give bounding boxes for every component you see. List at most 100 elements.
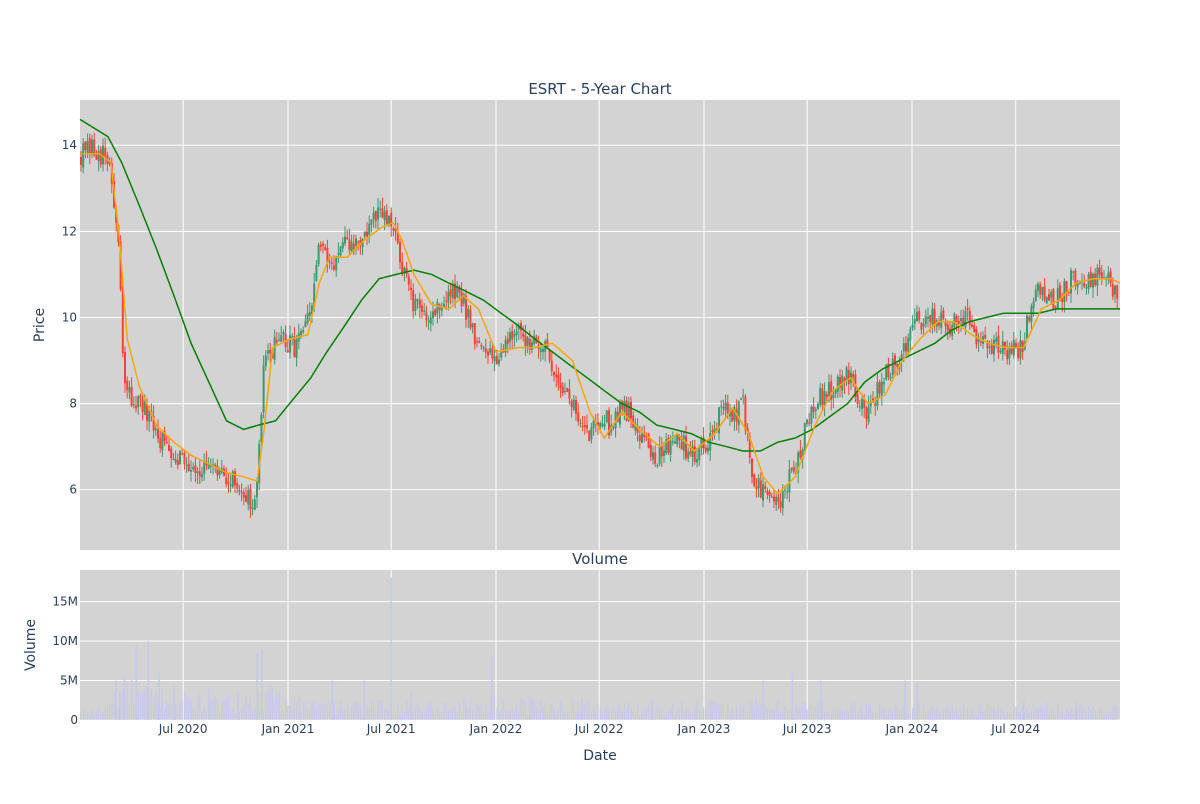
price-candle-body [328,261,331,263]
price-candle-body [700,439,703,448]
price-candle-body [440,306,443,311]
price-candle-body [344,236,346,244]
price-candle-body [522,333,525,337]
price-candle-body [187,463,190,471]
price-candle-body [154,428,157,431]
price-candle-body [775,496,778,505]
volume-bar [674,714,676,720]
x-tick-label: Jul 2023 [782,722,832,736]
price-candle-body [128,387,131,393]
price-candle-body [183,452,186,465]
price-candle-body [500,352,503,358]
volume-bar [399,714,401,720]
price-candle-body [143,401,146,415]
price-candle-body [759,480,762,498]
price-candle-body [473,322,476,345]
price-candle-body [282,332,285,335]
price-candle-body [135,405,137,409]
price-candle-body [737,401,740,426]
price-candle-body [300,331,302,336]
volume-bar [263,709,265,720]
volume-bar [414,707,416,720]
price-candle-body [586,425,588,429]
volume-bar [214,695,216,720]
price-candle-body [1100,272,1103,280]
price-candle-body [399,241,401,263]
volume-bar [775,703,777,720]
volume-bar [850,704,852,720]
price-candle-body [902,343,905,352]
price-candle-body [469,309,472,328]
volume-bar [502,700,504,720]
volume-bar [265,691,267,720]
volume-bar [527,714,529,720]
volume-bar [362,714,364,720]
volume-bar [830,713,832,720]
price-candle-body [922,324,925,327]
price-candle-body [168,444,170,452]
volume-plot-background [80,570,1120,720]
volume-bar [326,704,328,720]
price-candle-body [550,360,553,372]
volume-bar [960,711,962,720]
volume-bar [703,707,705,720]
volume-bar [837,707,839,720]
price-candle-body [636,426,639,433]
volume-bar [1039,706,1041,720]
volume-y-ticks: 0 5M 10M 15M [52,595,78,727]
price-candle-body [1074,270,1077,286]
price-candle-body [905,343,907,352]
price-candle-body [539,348,542,353]
volume-bar [632,711,634,720]
price-candle-body [753,474,756,486]
price-candle-body [654,452,657,464]
price-candle-body [724,402,727,411]
price-candle-body [350,241,353,252]
price-candle-body [533,335,536,345]
price-candle-body [401,261,404,275]
volume-bar [546,713,548,720]
volume-bar [302,703,304,720]
volume-bar [340,699,342,720]
volume-bar [1072,714,1074,720]
volume-bar [1008,714,1010,720]
price-candle-body [427,320,430,323]
volume-bar [230,710,232,720]
x-tick-label: Jul 2024 [990,722,1040,736]
price-candle-body [1021,340,1024,352]
price-candle-body [185,464,188,466]
volume-bar [1090,708,1092,720]
volume-bar [450,709,452,720]
volume-bar [1059,712,1061,720]
price-candle-body [484,348,487,353]
price-candle-body [731,410,734,422]
volume-spike-bar [528,696,531,720]
price-candle-body [1114,286,1116,295]
price-candle-body [249,488,252,510]
volume-bar [150,689,152,720]
volume-bar [760,703,762,720]
price-candle-body [161,432,164,451]
volume-bar [511,708,513,720]
volume-bar [890,707,892,720]
volume-bar [109,704,111,720]
price-y-tick-label: 10 [62,310,77,324]
price-candle-body [711,430,714,433]
volume-bar [648,704,650,720]
price-candle-body [726,402,729,415]
price-candle-body [253,499,256,510]
price-candle-body [322,243,324,246]
volume-bar [287,705,289,720]
volume-bar [846,708,848,720]
price-candle-body [372,212,375,220]
volume-bar [588,703,590,720]
volume-bar [379,700,381,720]
price-candle-body [172,458,175,461]
volume-bar [975,714,977,720]
price-candle-body [709,432,712,451]
price-candle-body [812,406,815,413]
price-candle-body [247,490,250,505]
price-candle-body [513,334,516,337]
price-candle-body [478,341,481,343]
